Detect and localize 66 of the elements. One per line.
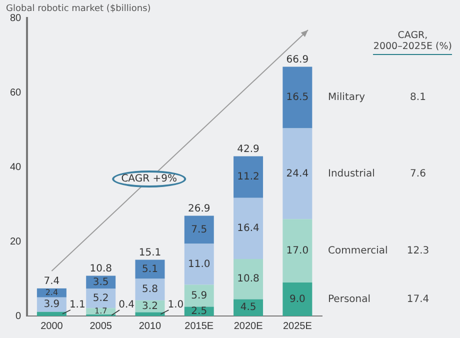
annotation: CAGR +9% (112, 170, 186, 188)
data-label: 5.2 (92, 293, 109, 304)
text: 8.1 (410, 92, 426, 104)
text: 12.3 (406, 245, 430, 256)
data-label: 1.0 (168, 300, 184, 311)
data-label: 11.2 (237, 172, 260, 183)
total-label: 15.1 (138, 247, 162, 258)
data-label: 17.0 (286, 245, 309, 256)
y-tick-label: 80 (10, 12, 22, 24)
bar (282, 66, 312, 128)
text: 17.4 (406, 294, 430, 305)
data-label: 7.5 (191, 224, 208, 236)
data-label: 16.5 (286, 92, 309, 104)
total-label: 26.9 (188, 203, 210, 214)
data-label: 5.9 (191, 290, 208, 302)
data-label: 2.4 (45, 288, 58, 297)
total-label: 7.4 (44, 276, 60, 288)
x-tick-label: 2020E (234, 320, 264, 332)
x-tick-label: 2000 (40, 320, 64, 332)
bar (282, 128, 312, 220)
data-label: 3.5 (92, 276, 109, 288)
total-label: 42.9 (237, 144, 260, 155)
data-label: 1.7 (94, 306, 108, 316)
series-label: Commercial (328, 245, 388, 256)
bar (184, 244, 214, 285)
data-label: 5.8 (142, 284, 158, 296)
data-label: 0.4 (118, 300, 134, 311)
bar (282, 282, 312, 316)
series-label: Personal (328, 294, 371, 305)
bar (135, 278, 165, 300)
series-label: Military (328, 92, 366, 104)
bar (234, 198, 264, 260)
y-tick-label: 20 (10, 236, 22, 248)
data-label: 9.0 (289, 294, 306, 305)
total-label: 10.8 (90, 263, 112, 274)
data-label: 16.4 (237, 223, 260, 234)
data-label: 5.1 (142, 264, 158, 275)
text: CAGR, 2000–2025E (%) (373, 30, 452, 55)
bar (135, 260, 165, 279)
data-label: 11.0 (188, 258, 210, 270)
data-label: 1.1 (69, 300, 86, 311)
bar (184, 284, 214, 307)
bar (234, 299, 264, 316)
data-label: 2.5 (191, 306, 208, 317)
y-tick-label: 60 (10, 87, 22, 98)
data-label: 3.9 (44, 299, 60, 310)
text: 7.6 (410, 168, 426, 180)
data-label: 3.2 (142, 300, 158, 312)
total-label: 66.9 (286, 54, 309, 66)
data-label: 4.5 (240, 302, 256, 314)
y-tick-label: 40 (10, 162, 22, 173)
bar (184, 216, 214, 244)
x-tick-label: 2015E (184, 320, 214, 332)
data-label: 10.8 (237, 274, 260, 285)
bar (282, 219, 312, 282)
bar (36, 312, 66, 316)
bar (234, 156, 264, 198)
chart-title: Global robotic market ($billions) (6, 4, 151, 14)
series-label: Industrial (328, 168, 375, 180)
bar (234, 259, 264, 300)
x-tick-label: 2010 (138, 320, 162, 332)
data-label: 24.4 (286, 168, 309, 180)
x-tick-label: 2025E (282, 320, 312, 332)
x-tick-label: 2005 (90, 320, 112, 332)
bar (135, 312, 165, 316)
y-tick-label: 0 (16, 310, 22, 322)
